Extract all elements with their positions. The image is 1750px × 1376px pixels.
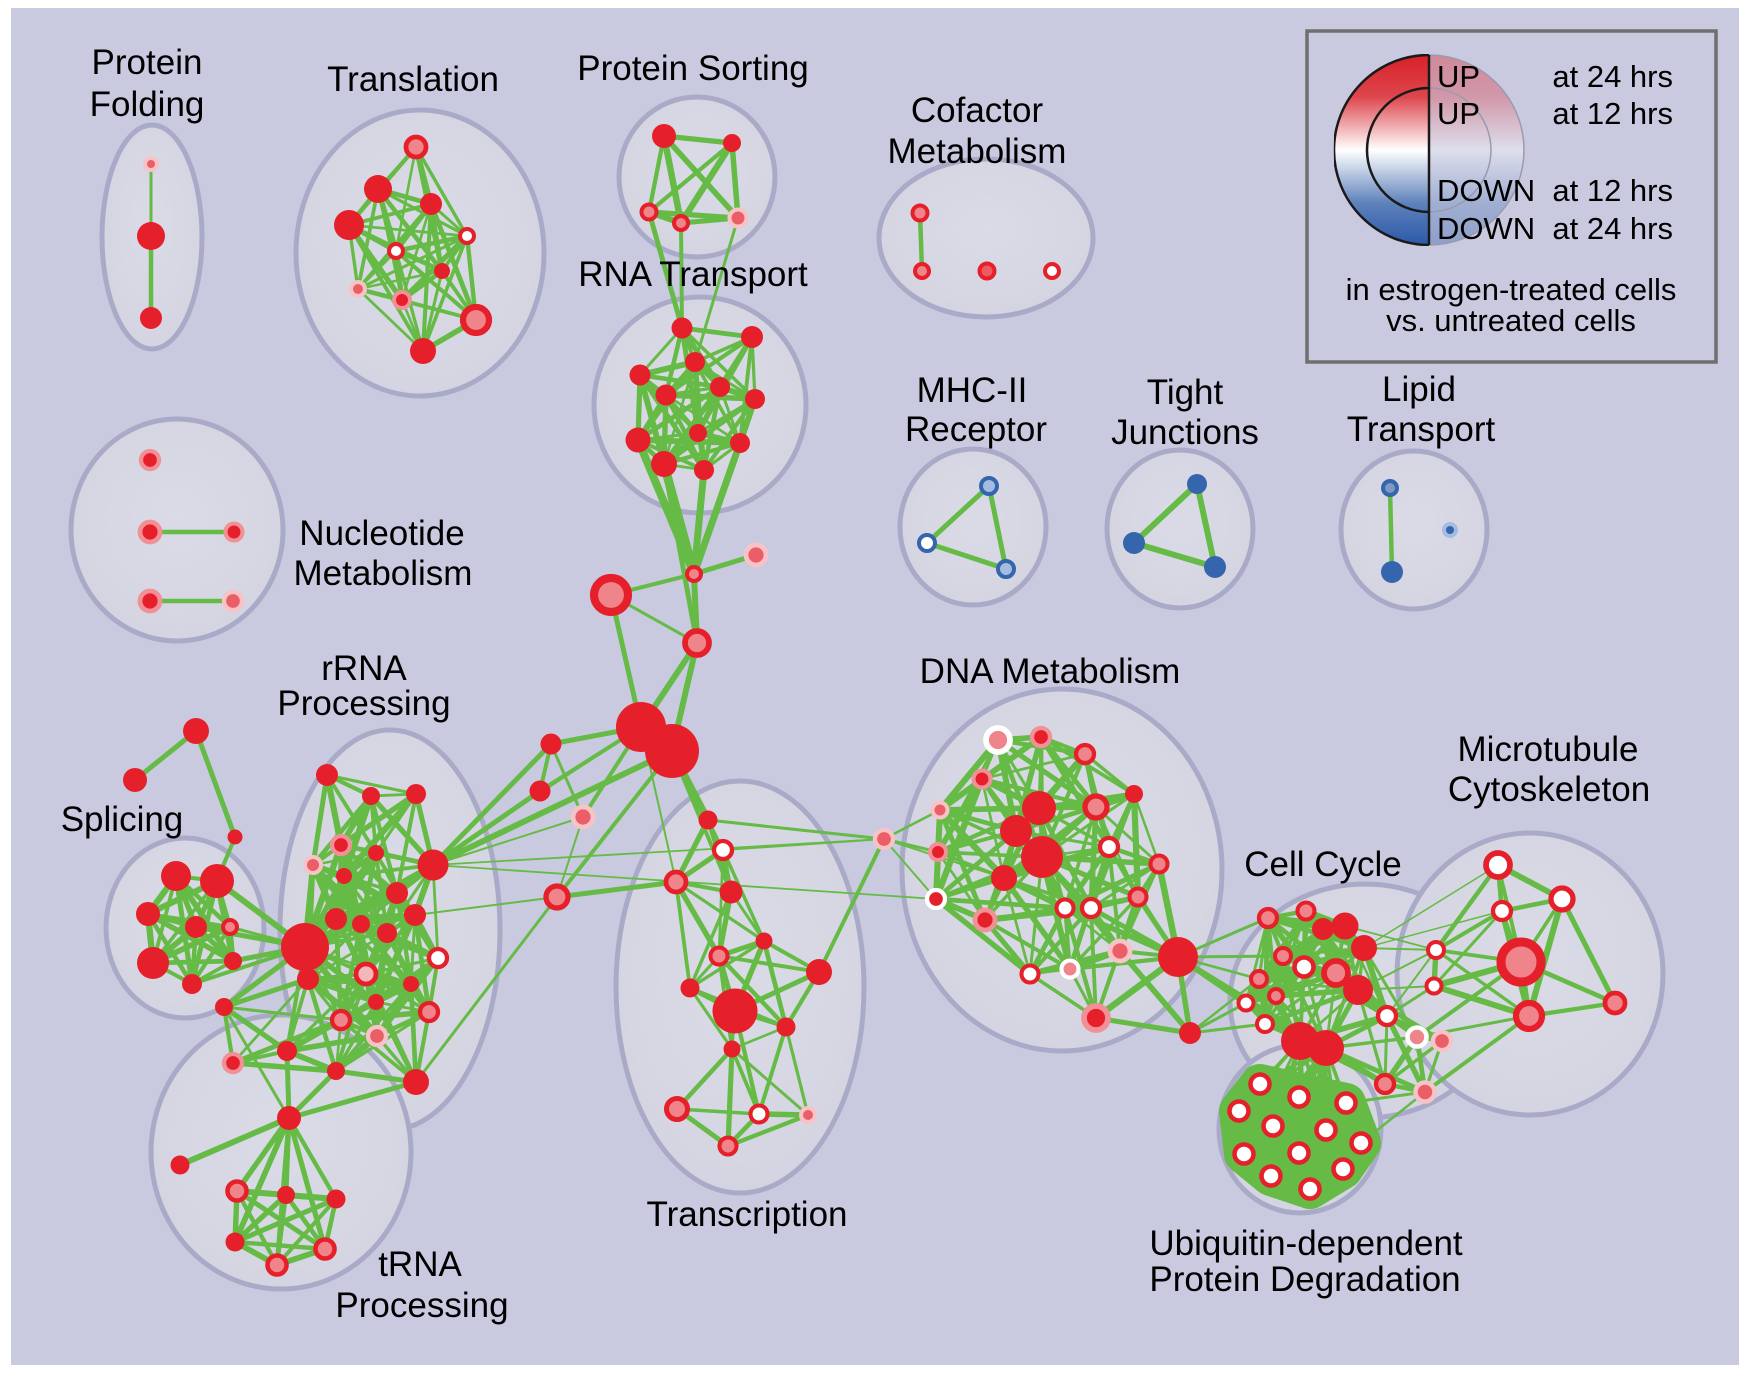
svg-text:DOWN: DOWN — [1437, 211, 1535, 246]
svg-text:Processing: Processing — [277, 684, 450, 723]
svg-text:Protein Sorting: Protein Sorting — [577, 49, 809, 88]
svg-text:Ubiquitin-dependent: Ubiquitin-dependent — [1149, 1224, 1463, 1263]
svg-text:Nucleotide: Nucleotide — [299, 514, 464, 553]
svg-text:Metabolism: Metabolism — [294, 554, 473, 593]
svg-text:rRNA: rRNA — [321, 649, 407, 688]
svg-text:UP: UP — [1437, 96, 1480, 131]
svg-text:at 12 hrs: at 12 hrs — [1552, 96, 1673, 131]
svg-text:Metabolism: Metabolism — [888, 132, 1067, 171]
svg-text:DNA Metabolism: DNA Metabolism — [920, 652, 1181, 691]
svg-text:Receptor: Receptor — [905, 410, 1047, 449]
svg-text:MHC-II: MHC-II — [917, 371, 1028, 410]
svg-text:Processing: Processing — [335, 1286, 508, 1325]
svg-text:at 24 hrs: at 24 hrs — [1552, 59, 1673, 94]
svg-text:Lipid: Lipid — [1382, 370, 1456, 409]
svg-text:Transcription: Transcription — [647, 1195, 848, 1234]
svg-text:Tight: Tight — [1147, 373, 1224, 412]
svg-text:DOWN: DOWN — [1437, 173, 1535, 208]
svg-text:in estrogen-treated cells: in estrogen-treated cells — [1346, 272, 1677, 307]
svg-text:Cell Cycle: Cell Cycle — [1244, 845, 1402, 884]
svg-text:UP: UP — [1437, 59, 1480, 94]
svg-text:Translation: Translation — [327, 60, 499, 99]
svg-text:Splicing: Splicing — [61, 800, 184, 839]
svg-text:Transport: Transport — [1347, 410, 1496, 449]
svg-text:tRNA: tRNA — [378, 1245, 462, 1284]
svg-text:RNA Transport: RNA Transport — [578, 255, 808, 294]
svg-text:at 24 hrs: at 24 hrs — [1552, 211, 1673, 246]
svg-text:Cofactor: Cofactor — [911, 91, 1044, 130]
svg-text:Protein Degradation: Protein Degradation — [1149, 1260, 1460, 1299]
svg-text:Junctions: Junctions — [1111, 413, 1259, 452]
svg-text:Cytoskeleton: Cytoskeleton — [1448, 770, 1650, 809]
svg-text:Microtubule: Microtubule — [1458, 730, 1639, 769]
svg-text:at 12 hrs: at 12 hrs — [1552, 173, 1673, 208]
svg-text:Protein: Protein — [92, 43, 203, 82]
svg-text:Folding: Folding — [90, 85, 205, 124]
svg-text:vs. untreated cells: vs. untreated cells — [1386, 303, 1636, 338]
